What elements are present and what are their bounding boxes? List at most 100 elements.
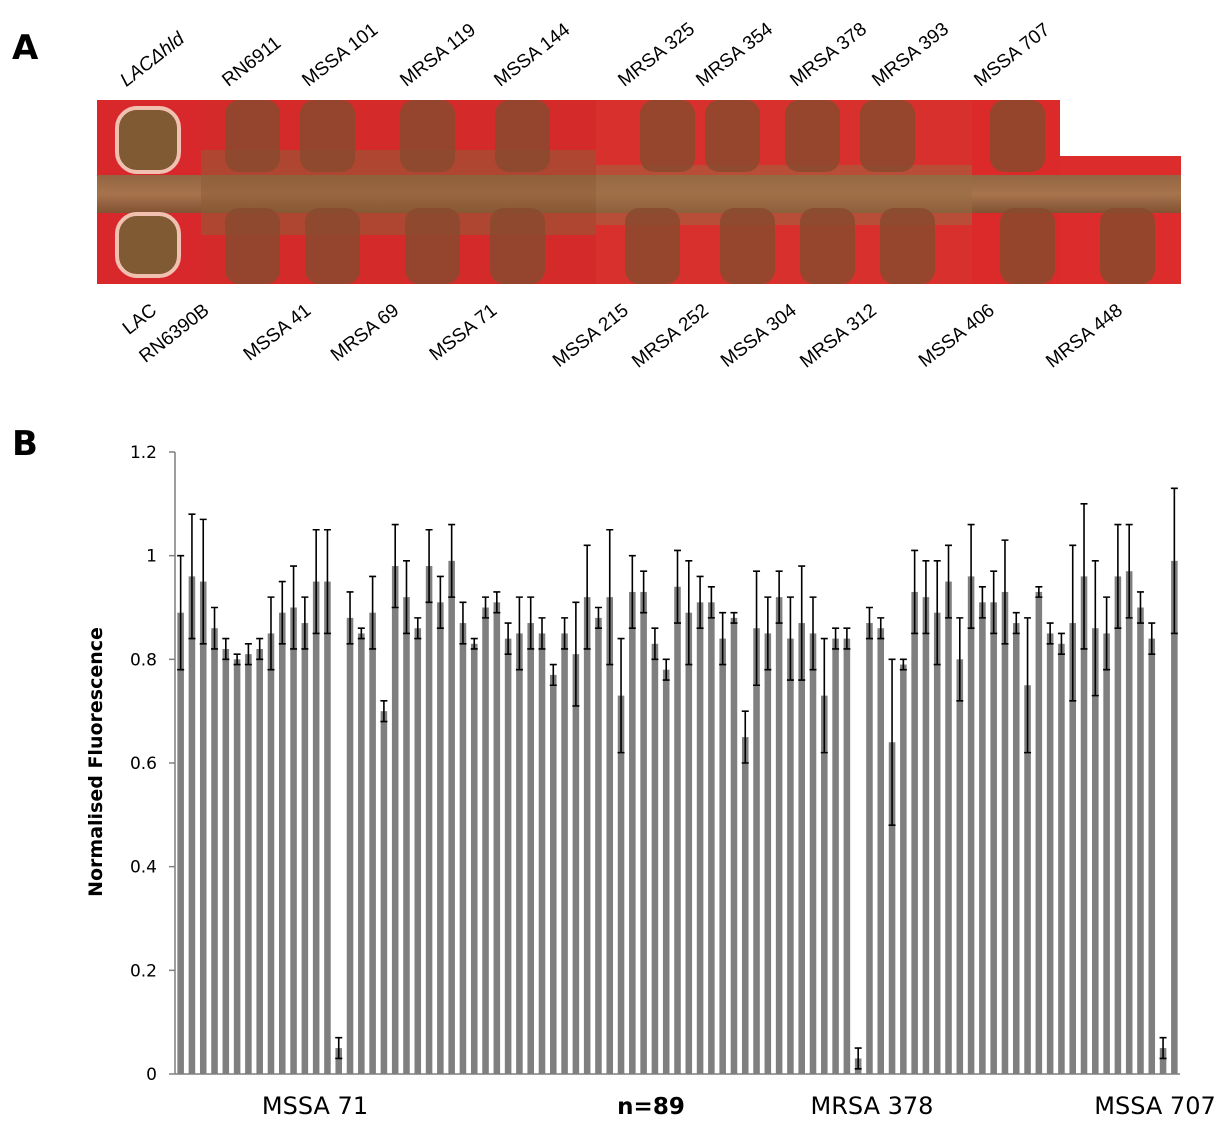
error-bar	[1035, 585, 1043, 598]
error-bar	[425, 528, 433, 604]
bar	[809, 633, 817, 1074]
error-bar	[832, 627, 840, 650]
bar	[358, 633, 365, 1074]
y-tick-label: 0.6	[130, 754, 157, 774]
error-bar	[967, 523, 975, 630]
x-label: MSSA 71	[262, 1092, 368, 1120]
bar	[448, 560, 455, 1074]
bar	[674, 586, 681, 1074]
error-bar	[786, 596, 794, 681]
bar	[1137, 607, 1144, 1074]
streak-bottom	[405, 208, 460, 284]
error-bar	[719, 611, 727, 666]
error-bar	[1057, 632, 1065, 655]
error-bar	[459, 601, 467, 645]
streak-bottom	[225, 208, 280, 284]
error-bar	[448, 523, 456, 598]
x-label: MSSA 707	[1094, 1092, 1215, 1120]
error-bar	[527, 596, 535, 650]
plate-photo-panel: LACΔhld RN6911 MSSA 101 MRSA 119 MSSA 144 MRS…	[0, 0, 1223, 400]
bar	[504, 638, 512, 1074]
panel-a-letter: A	[12, 28, 39, 68]
bar	[1092, 628, 1099, 1074]
error-bar	[515, 596, 523, 671]
error-bar	[1012, 611, 1020, 635]
bar	[1012, 623, 1020, 1074]
error-bar	[594, 606, 602, 630]
x-axis-labels: MSSA 71 n=89 MRSA 378 MSSA 707	[262, 1092, 1216, 1120]
error-bar	[1114, 523, 1122, 630]
bar	[527, 623, 534, 1074]
error-bar	[628, 554, 636, 630]
bar	[662, 669, 670, 1074]
streak-top	[225, 100, 280, 172]
error-bar	[911, 549, 919, 635]
error-bar	[391, 523, 399, 609]
streak-bottom	[1100, 208, 1155, 284]
streak-bottom	[720, 208, 775, 284]
bar	[222, 648, 230, 1074]
bar	[888, 742, 896, 1074]
error-bar	[1046, 622, 1054, 645]
bar	[956, 659, 964, 1074]
bar	[730, 617, 738, 1074]
error-bar	[651, 627, 659, 661]
bar	[267, 633, 275, 1074]
error-bar	[357, 627, 365, 640]
error-bar	[764, 596, 772, 671]
bar	[403, 597, 410, 1074]
streak-top	[860, 100, 915, 172]
error-bar	[549, 663, 557, 687]
bar	[979, 602, 986, 1074]
error-bar	[685, 560, 693, 666]
error-bar	[278, 580, 286, 645]
bar	[425, 566, 433, 1074]
bar	[821, 695, 828, 1074]
bar	[572, 654, 580, 1074]
error-bar	[922, 560, 930, 635]
x-label: MRSA 378	[811, 1092, 934, 1120]
bar	[775, 597, 783, 1074]
bar	[493, 602, 501, 1074]
streak-top	[705, 100, 760, 172]
bar	[1125, 571, 1133, 1074]
error-bar	[211, 606, 219, 650]
error-bar	[504, 622, 512, 655]
error-bar	[312, 528, 320, 635]
error-bar	[899, 658, 907, 671]
error-bar	[244, 642, 252, 666]
bar	[911, 591, 918, 1074]
error-bar	[1001, 539, 1009, 645]
bar	[538, 633, 546, 1074]
bar	[335, 1048, 343, 1074]
error-bar	[945, 544, 953, 619]
error-bar	[1148, 622, 1156, 655]
error-bar	[256, 637, 264, 661]
error-bar	[956, 617, 964, 702]
error-bar	[978, 585, 986, 619]
bar	[324, 581, 331, 1074]
bar	[877, 628, 885, 1074]
bar	[1148, 638, 1156, 1074]
error-bar	[640, 570, 648, 614]
bar	[346, 617, 354, 1074]
bar	[550, 674, 557, 1074]
bar	[945, 581, 952, 1074]
x-label: n=89	[617, 1094, 685, 1120]
y-axis-label: Normalised Fluorescence	[85, 627, 107, 897]
bar	[629, 591, 636, 1074]
bar	[753, 628, 760, 1074]
bar	[459, 623, 467, 1074]
panel-b-letter: B	[12, 424, 38, 464]
bar	[312, 581, 320, 1074]
streak-top	[640, 100, 695, 172]
error-bar	[854, 1047, 862, 1070]
error-bar	[1136, 591, 1144, 624]
y-tick-label: 1.2	[130, 443, 157, 463]
error-bar	[222, 637, 230, 661]
bar	[1069, 623, 1076, 1074]
error-bar	[561, 617, 569, 650]
error-bar	[188, 513, 196, 640]
error-bar	[674, 549, 681, 624]
bar	[900, 664, 907, 1074]
